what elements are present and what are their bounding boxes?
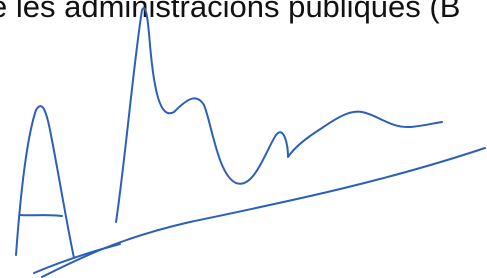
signature-stroke <box>116 8 442 222</box>
signature-stroke <box>42 148 485 277</box>
signature-stroke <box>34 244 120 273</box>
signature-stroke <box>16 106 74 258</box>
signature <box>0 0 487 278</box>
signature-stroke <box>20 215 62 216</box>
page: {"text": "e les administracions públique… <box>0 0 487 278</box>
